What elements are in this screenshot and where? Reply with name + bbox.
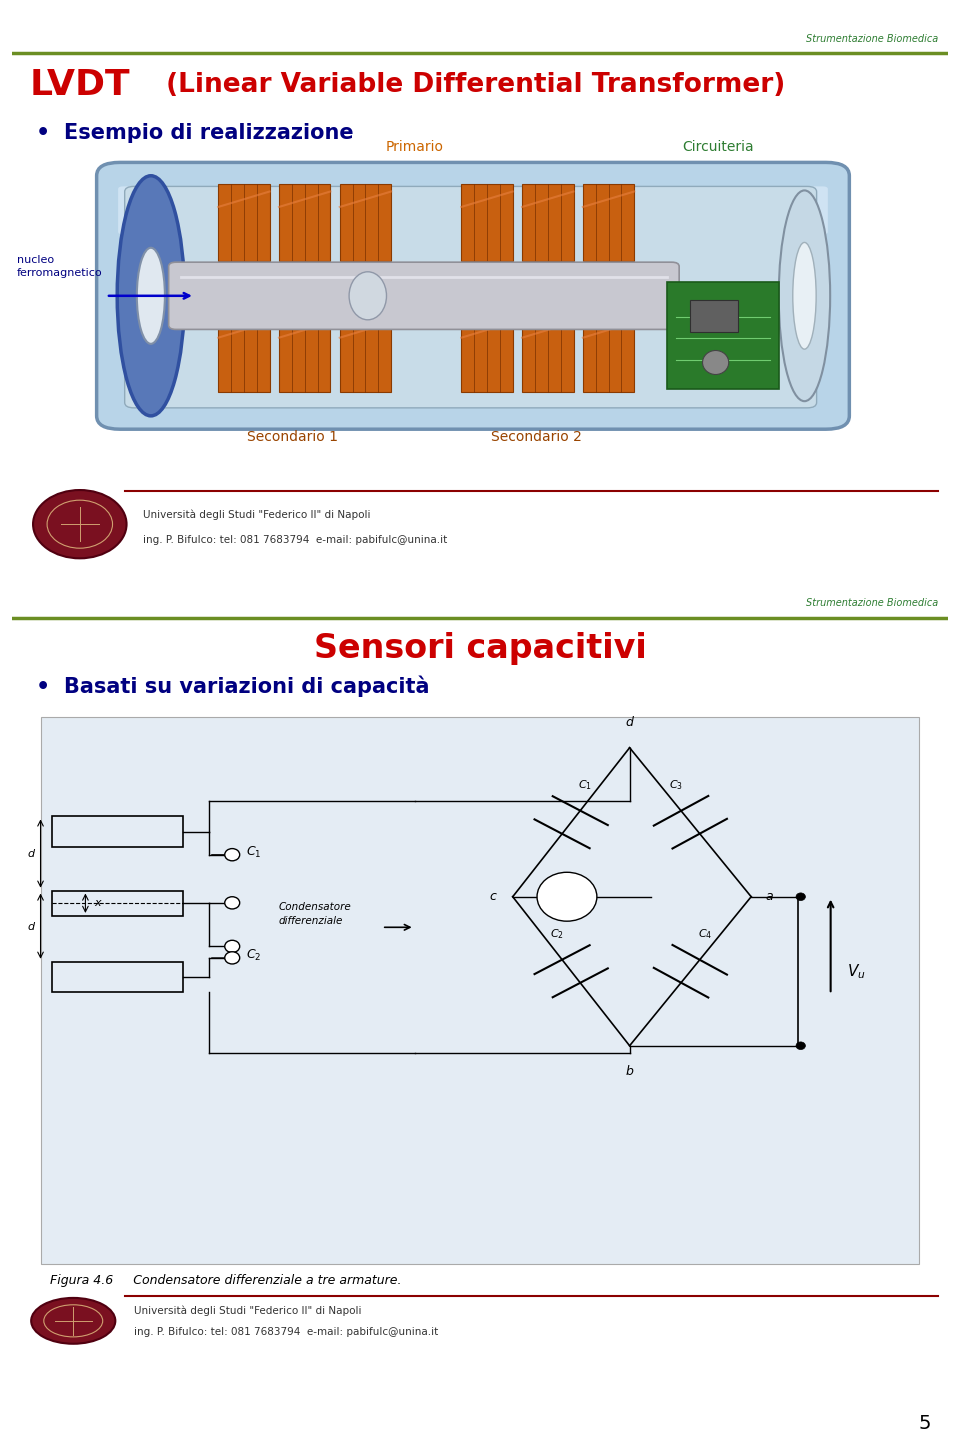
Circle shape [225,951,240,964]
Ellipse shape [793,242,816,349]
Bar [218,315,270,392]
Bar [583,184,635,261]
Bar [340,184,391,261]
Ellipse shape [33,490,127,558]
Bar [218,184,270,261]
Text: Figura 4.6     Condensatore differenziale a tre armature.: Figura 4.6 Condensatore differenziale a … [50,1275,401,1286]
Text: Condensatore
differenziale: Condensatore differenziale [279,902,351,927]
Bar [583,315,635,392]
Text: $C_2$: $C_2$ [550,927,564,941]
Text: d: d [28,922,35,931]
Text: d: d [626,716,634,728]
Bar [462,184,513,261]
Bar [52,890,182,916]
Text: −: − [555,905,564,915]
Text: ing. P. Bifulco: tel: 081 7683794  e-mail: pabifulc@unina.it: ing. P. Bifulco: tel: 081 7683794 e-mail… [143,535,447,545]
Ellipse shape [779,190,830,402]
Circle shape [225,848,240,861]
Circle shape [537,873,597,921]
Text: $C_1$: $C_1$ [246,845,262,860]
Text: •: • [36,677,50,696]
Text: d: d [28,848,35,858]
Text: $C_3$: $C_3$ [669,779,683,792]
Text: $C_4$: $C_4$ [698,928,712,941]
Text: Esempio di realizzazione: Esempio di realizzazione [64,123,353,144]
Ellipse shape [137,248,165,344]
FancyBboxPatch shape [690,300,738,332]
FancyBboxPatch shape [97,162,850,429]
Text: Università degli Studi "Federico II" di Napoli: Università degli Studi "Federico II" di … [143,509,371,521]
Circle shape [796,893,805,900]
FancyBboxPatch shape [40,718,920,1263]
Bar [279,315,330,392]
Bar [462,315,513,392]
Text: Circuiteria: Circuiteria [683,141,755,154]
Bar [667,283,780,389]
Text: x: x [95,898,102,908]
Text: $V_i$: $V_i$ [561,890,573,903]
Text: LVDT: LVDT [30,68,130,102]
Text: $C_2$: $C_2$ [246,948,261,963]
Bar [522,315,573,392]
Ellipse shape [349,271,387,320]
Text: Secondario 2: Secondario 2 [491,431,582,444]
Text: (Linear Variable Differential Transformer): (Linear Variable Differential Transforme… [157,72,785,99]
FancyBboxPatch shape [118,187,828,235]
Bar [522,184,573,261]
Circle shape [225,940,240,953]
Text: b: b [626,1064,634,1077]
Text: Secondario 1: Secondario 1 [248,431,339,444]
Bar [279,184,330,261]
Text: $C_1$: $C_1$ [578,779,592,792]
FancyBboxPatch shape [169,262,679,329]
Text: Basati su variazioni di capacità: Basati su variazioni di capacità [64,676,429,697]
Text: Sensori capacitivi: Sensori capacitivi [314,632,646,666]
Ellipse shape [31,1298,115,1344]
Circle shape [225,896,240,909]
Text: $V_u$: $V_u$ [847,961,865,980]
Bar [340,315,391,392]
Text: •: • [36,123,50,144]
Text: c: c [489,890,496,903]
Ellipse shape [117,175,184,416]
Text: ing. P. Bifulco: tel: 081 7683794  e-mail: pabifulc@unina.it: ing. P. Bifulco: tel: 081 7683794 e-mail… [134,1327,439,1337]
Text: a: a [765,890,773,903]
Bar [52,816,182,847]
Text: Università degli Studi "Federico II" di Napoli: Università degli Studi "Federico II" di … [134,1305,362,1317]
Text: +: + [555,879,564,887]
Bar [52,961,182,992]
Text: nucleo
ferromagnetico: nucleo ferromagnetico [17,255,103,278]
Text: Primario: Primario [386,141,444,154]
Text: 5: 5 [919,1414,931,1433]
FancyBboxPatch shape [125,187,817,407]
Text: Strumentazione Biomedica: Strumentazione Biomedica [805,33,938,44]
Circle shape [796,1043,805,1050]
Text: Strumentazione Biomedica: Strumentazione Biomedica [805,599,938,609]
Ellipse shape [703,351,729,374]
